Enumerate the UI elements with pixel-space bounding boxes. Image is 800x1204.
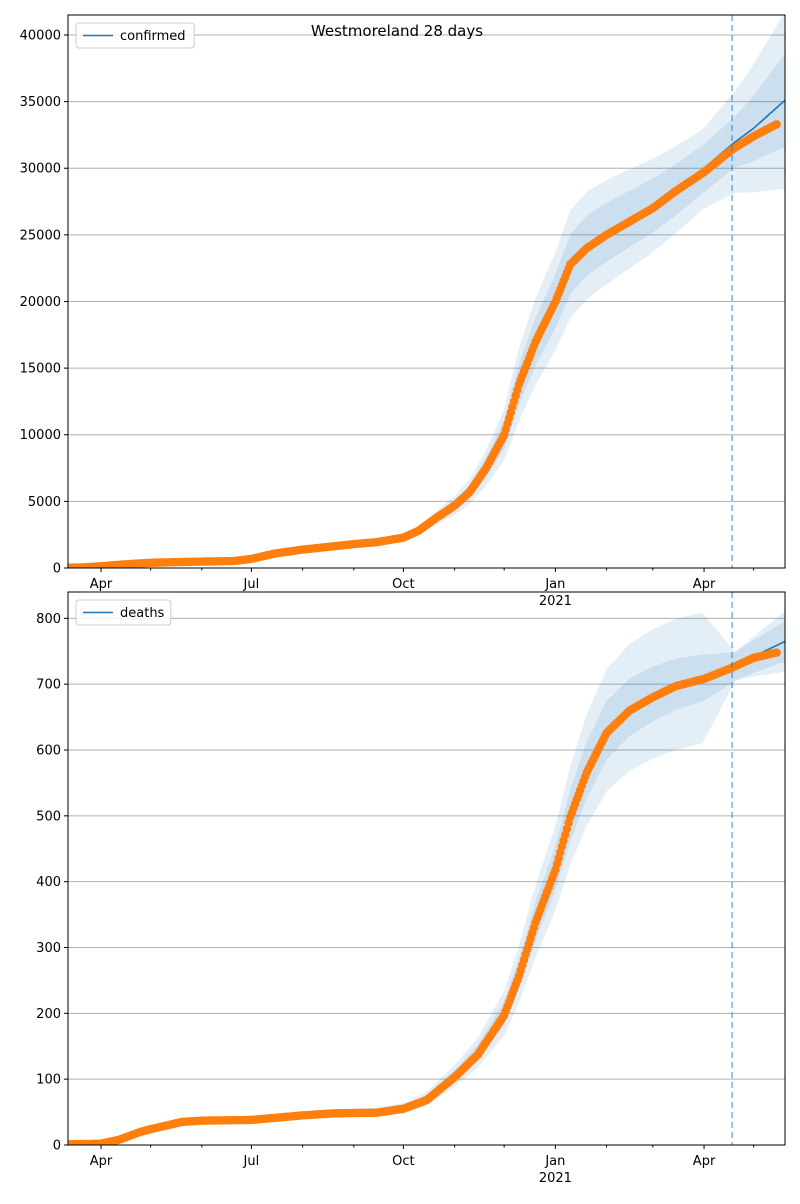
x-tick-label: Jan	[544, 577, 565, 592]
x-tick-label: Oct	[392, 577, 414, 592]
x-tick-sublabel: 2021	[539, 1171, 572, 1186]
y-tick-label: 35000	[20, 95, 61, 110]
y-tick-label: 100	[36, 1073, 61, 1088]
x-tick-label: Jul	[243, 1154, 260, 1169]
y-tick-label: 400	[36, 875, 61, 890]
legend-label: confirmed	[120, 29, 186, 44]
observed-point	[772, 120, 781, 129]
confirmed-panel: 0 5000 10000 15000 20000 25000 30000 35000 40000…	[20, 14, 786, 609]
deaths-panel: 0 100 200 300 400 500 600 700 800 Apr Jul Oct Jan 202…	[36, 591, 786, 1186]
y-tick-label: 25000	[20, 228, 61, 243]
x-tick-label: Apr	[90, 577, 113, 592]
legend-box	[75, 599, 172, 626]
x-tick-sublabel: 2021	[539, 594, 572, 609]
y-tick-label: 15000	[20, 362, 61, 377]
y-tick-label: 200	[36, 1007, 61, 1022]
y-tick-label: 5000	[28, 495, 61, 510]
uncertainty-band-inner	[68, 621, 785, 1144]
x-tick-label: Jul	[243, 577, 260, 592]
x-tick-label: Apr	[693, 577, 716, 592]
x-tick-label: Apr	[693, 1154, 716, 1169]
y-tick-label: 0	[53, 562, 61, 577]
figure-title: Westmoreland 28 days	[311, 22, 483, 40]
y-tick-label: 30000	[20, 162, 61, 177]
legend: deaths	[75, 599, 172, 626]
y-tick-label: 10000	[20, 428, 61, 443]
plot-area	[68, 611, 785, 1145]
y-tick-label: 600	[36, 744, 61, 759]
x-tick-label: Apr	[90, 1154, 113, 1169]
x-tick-label: Jan	[544, 1154, 565, 1169]
y-tick-label: 0	[53, 1139, 61, 1154]
observed-point	[772, 648, 781, 657]
axes-frame	[67, 591, 786, 1146]
legend: confirmed	[75, 22, 195, 49]
y-tick-label: 800	[36, 612, 61, 627]
y-tick-label: 500	[36, 809, 61, 824]
y-tick-label: 40000	[20, 28, 61, 43]
y-tick-label: 300	[36, 941, 61, 956]
axes-frame	[67, 14, 786, 569]
uncertainty-band-outer	[68, 611, 785, 1144]
legend-box	[75, 22, 195, 49]
y-tick-label: 20000	[20, 295, 61, 310]
legend-label: deaths	[120, 606, 165, 621]
y-tick-label: 700	[36, 678, 61, 693]
plot-area	[68, 15, 785, 568]
x-tick-label: Oct	[392, 1154, 414, 1169]
